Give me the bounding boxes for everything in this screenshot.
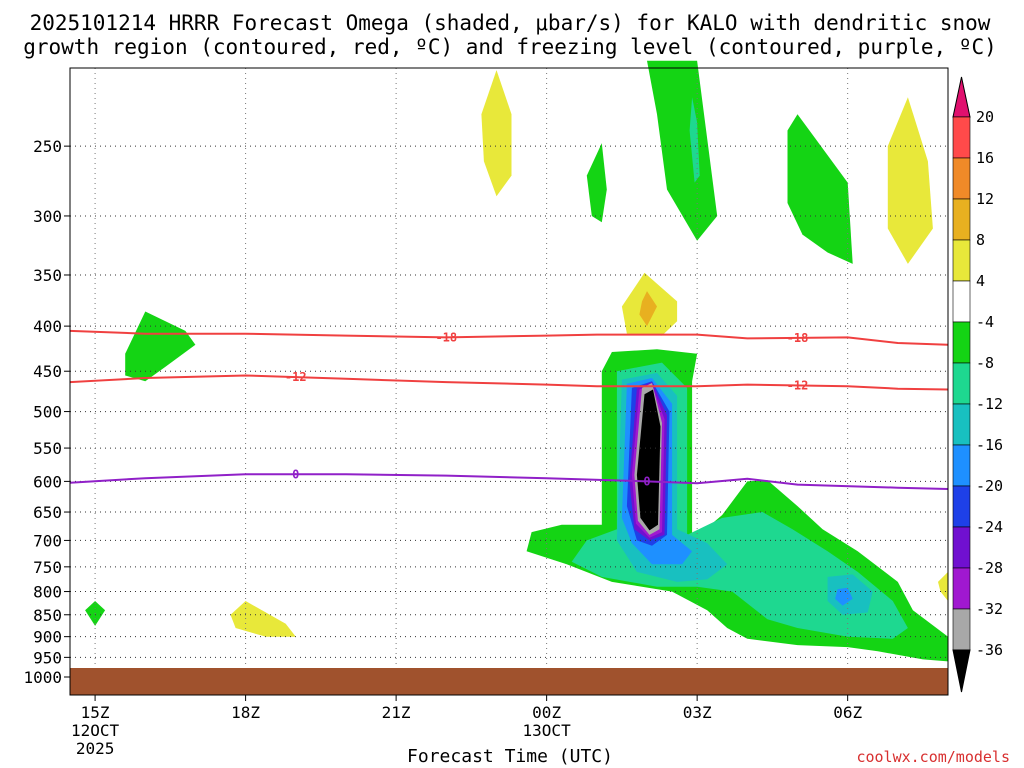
colorbar-label: 4 [976,272,985,290]
chart-title-line2: growth region (contoured, red, ºC) and f… [23,35,997,59]
contour-label: -12 [285,370,307,384]
y-tick-label: 950 [33,648,62,667]
colorbar-swatch--24 [952,526,971,569]
contour-line-dendritic--12 [69,374,949,391]
omega-region-green-upper-left [125,311,196,382]
omega-region-yellow-low-left [230,601,296,637]
contour-label: -18 [787,331,809,345]
contour-line-freezing-0 [69,473,949,490]
x-tick-label: 18Z [231,703,260,722]
y-tick-label: 700 [33,531,62,550]
y-tick-label: 250 [33,137,62,156]
credit-link[interactable]: coolwx.com/models [856,748,1010,766]
y-tick-label: 1000 [23,668,62,687]
colorbar-swatch--12 [952,403,971,446]
contour-label: 0 [292,467,299,481]
plot-area: -18 -18 -12 -12 0 0 [69,60,949,696]
x-tick-label: 00Z [532,703,561,722]
colorbar-label: -20 [976,477,1003,495]
x-tick-label: 03Z [683,703,712,722]
x-tick-label: 15Z [81,703,110,722]
contour-label: -18 [435,330,457,344]
omega-region-green-upper-right2 [787,114,853,264]
y-tick-label: 400 [33,317,62,336]
contour-label: -12 [787,378,809,392]
omega-region-green-upper-right1 [647,60,718,241]
colorbar-label: 20 [976,108,994,126]
colorbar-swatch--4 [952,321,971,364]
y-tick-label: 500 [33,403,62,422]
colorbar-swatch--16 [952,444,971,487]
omega-region-yellow-upper-right [887,97,933,264]
x-tick-label: 21Z [382,703,411,722]
contour-label: 0 [643,474,650,488]
y-tick-label: 350 [33,266,62,285]
y-tick-label: 750 [33,558,62,577]
colorbar-label: 12 [976,190,994,208]
x-tick-label: 06Z [833,703,862,722]
colorbar-label: -4 [976,313,994,331]
chart-title-line1: 2025101214 HRRR Forecast Omega (shaded, … [30,11,991,35]
y-tick-label: 850 [33,606,62,625]
omega-region-cyan-upper-right1 [689,97,700,183]
ground-strip [70,668,948,695]
y-tick-label: 450 [33,362,62,381]
omega-region-yellow-low-right [938,571,948,601]
x-axis-label: Forecast Time (UTC) [407,746,613,767]
colorbar-swatch-16 [952,157,971,200]
x-tick-year: 2025 [76,739,115,758]
colorbar-label: 16 [976,149,994,167]
omega-region-yellow-upper-center [481,70,512,197]
y-tick-label: 300 [33,207,62,226]
colorbar-label: -8 [976,354,994,372]
colorbar-label: -16 [976,436,1003,454]
y-tick-label: 600 [33,472,62,491]
colorbar-swatch-20 [952,116,971,159]
colorbar-label: -32 [976,600,1003,618]
y-tick-label: 800 [33,583,62,602]
colorbar-arrow-top [952,76,971,118]
colorbar-label: -24 [976,518,1003,536]
y-tick-label: 650 [33,503,62,522]
y-axis: 250 300 350 400 450 500 550 600 650 700 750 800 850 9… [23,137,70,687]
colorbar-swatch--32 [952,608,971,651]
plot-border [69,67,949,696]
colorbar-label: -12 [976,395,1003,413]
colorbar-arrow-bottom [952,649,971,693]
x-tick-date: 13OCT [523,721,572,740]
y-tick-label: 900 [33,628,62,647]
contour-line-dendritic--18 [69,329,949,346]
omega-region-green-upper-center [586,143,607,223]
colorbar-swatch--8 [952,362,971,405]
colorbar-swatch-4 [952,280,971,323]
colorbar-swatch-8 [952,239,971,282]
x-tick-date: 12OCT [71,721,120,740]
omega-region-orange-mid [639,291,657,327]
omega-region-upward-core-black [636,389,661,531]
colorbar-swatch--28 [952,567,971,610]
y-tick-label: 550 [33,439,62,458]
colorbar-label: -36 [976,641,1003,659]
colorbar-label: 8 [976,231,985,249]
colorbar: 20 16 12 8 4 -4 -8 -12 -16 -20 -24 -28 -32 -36 [952,76,1003,693]
colorbar-label: -28 [976,559,1003,577]
colorbar-swatch--20 [952,485,971,528]
colorbar-swatch-12 [952,198,971,241]
omega-region-upward-small-blue-lowlevel [835,587,853,606]
